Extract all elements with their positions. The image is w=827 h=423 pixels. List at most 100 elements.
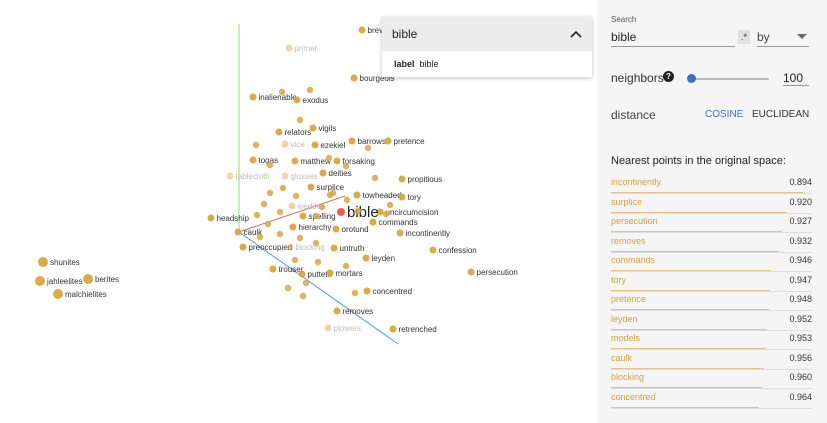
nearest-point-row[interactable]: pretence 0.948 — [611, 291, 812, 311]
data-point[interactable] — [299, 292, 307, 300]
data-point[interactable] — [281, 172, 289, 180]
embedding-canvas[interactable]: brevi primer bourgeois inalienable exodus vig… — [0, 0, 595, 423]
nearest-point-row[interactable]: commands 0.946 — [611, 252, 812, 272]
by-select[interactable]: by — [757, 30, 809, 47]
data-point[interactable] — [266, 161, 274, 169]
nearest-point-row[interactable]: removes 0.932 — [611, 233, 812, 253]
data-point[interactable] — [363, 287, 371, 295]
data-point[interactable] — [362, 254, 370, 262]
data-point[interactable] — [281, 140, 289, 148]
nearest-point-row[interactable]: concentred 0.964 — [611, 389, 812, 409]
data-point[interactable] — [311, 141, 319, 149]
data-point[interactable] — [264, 220, 272, 228]
data-point[interactable] — [296, 234, 304, 242]
data-point[interactable] — [312, 212, 320, 220]
axis-line-x[interactable] — [238, 195, 346, 233]
data-point[interactable] — [398, 175, 406, 183]
data-point[interactable] — [299, 212, 307, 220]
cosine-button[interactable]: COSINE — [705, 109, 744, 120]
nearest-point-row[interactable]: leyden 0.952 — [611, 311, 812, 331]
nearest-point-row[interactable]: caulk 0.956 — [611, 350, 812, 370]
data-point[interactable] — [284, 284, 292, 292]
data-point[interactable] — [350, 74, 358, 82]
data-point[interactable] — [342, 162, 350, 170]
data-point[interactable] — [239, 243, 247, 251]
data-point[interactable] — [371, 174, 379, 182]
data-point[interactable] — [207, 214, 215, 222]
nearest-point-row[interactable]: surplice 0.920 — [611, 194, 812, 214]
data-point[interactable] — [369, 218, 377, 226]
search-input[interactable]: bible — [611, 30, 735, 47]
data-point[interactable] — [333, 307, 341, 315]
data-point[interactable] — [291, 157, 299, 165]
data-point[interactable] — [291, 256, 299, 264]
scatter-plot[interactable]: brevi primer bourgeois inalienable exodus vig… — [0, 0, 595, 423]
nearest-point-row[interactable]: blocking 0.960 — [611, 369, 812, 389]
data-point[interactable] — [382, 210, 390, 218]
dropdown-row[interactable]: label bible — [382, 51, 592, 77]
data-point[interactable] — [429, 246, 437, 254]
data-point[interactable] — [269, 265, 277, 273]
data-point[interactable] — [275, 128, 283, 136]
data-point[interactable] — [384, 137, 392, 145]
data-point[interactable] — [298, 270, 306, 278]
data-point[interactable] — [288, 202, 296, 210]
data-point[interactable] — [234, 228, 242, 236]
data-point[interactable] — [354, 207, 362, 215]
data-point[interactable] — [307, 183, 315, 191]
help-icon[interactable]: ? — [663, 71, 674, 82]
data-point[interactable] — [330, 244, 338, 252]
data-point[interactable] — [364, 144, 372, 152]
dropdown-header[interactable]: bible — [382, 17, 592, 51]
data-point[interactable] — [253, 211, 261, 219]
euclidean-button[interactable]: EUCLIDEAN — [752, 109, 810, 120]
data-point[interactable] — [325, 154, 333, 162]
data-point[interactable] — [386, 201, 394, 209]
data-point[interactable] — [314, 258, 322, 266]
data-point[interactable] — [389, 325, 397, 333]
data-point[interactable] — [285, 44, 293, 52]
neighbors-slider[interactable] — [689, 78, 769, 80]
data-point[interactable] — [318, 203, 326, 211]
chevron-up-icon[interactable] — [570, 30, 582, 38]
data-point[interactable] — [53, 289, 63, 299]
data-point[interactable] — [353, 191, 361, 199]
data-point[interactable] — [289, 223, 297, 231]
data-point[interactable] — [332, 225, 340, 233]
data-point[interactable] — [278, 88, 286, 96]
neighbors-input[interactable]: 100 — [783, 71, 809, 86]
nearest-point-row[interactable]: incontinently 0.894 — [611, 174, 812, 194]
data-point[interactable] — [333, 157, 341, 165]
data-point[interactable] — [324, 324, 332, 332]
data-point[interactable] — [302, 279, 310, 287]
data-point[interactable] — [296, 116, 304, 124]
data-point[interactable] — [376, 208, 384, 216]
data-point[interactable] — [260, 200, 268, 208]
data-point[interactable] — [279, 184, 287, 192]
data-point[interactable] — [83, 274, 93, 284]
data-point[interactable] — [337, 208, 345, 216]
data-point[interactable] — [306, 86, 314, 94]
nearest-point-row[interactable]: tory 0.947 — [611, 272, 812, 292]
data-point[interactable] — [38, 257, 48, 267]
nearest-point-row[interactable]: persecution 0.927 — [611, 213, 812, 233]
data-point[interactable] — [226, 172, 234, 180]
data-point[interactable] — [312, 239, 320, 247]
data-point[interactable] — [293, 96, 301, 104]
data-point[interactable] — [249, 93, 257, 101]
regex-toggle-button[interactable]: .* — [738, 30, 750, 44]
data-point[interactable] — [319, 169, 327, 177]
data-point[interactable] — [326, 269, 334, 277]
data-point[interactable] — [252, 141, 260, 149]
data-point[interactable] — [358, 26, 366, 34]
data-point[interactable] — [396, 229, 404, 237]
data-point[interactable] — [266, 189, 274, 197]
data-point[interactable] — [276, 208, 284, 216]
data-point[interactable] — [343, 196, 351, 204]
data-point[interactable] — [286, 243, 294, 251]
data-point[interactable] — [292, 192, 300, 200]
data-point[interactable] — [329, 189, 337, 197]
data-point[interactable] — [351, 289, 359, 297]
data-point[interactable] — [35, 276, 45, 286]
nearest-point-row[interactable]: models 0.953 — [611, 330, 812, 350]
